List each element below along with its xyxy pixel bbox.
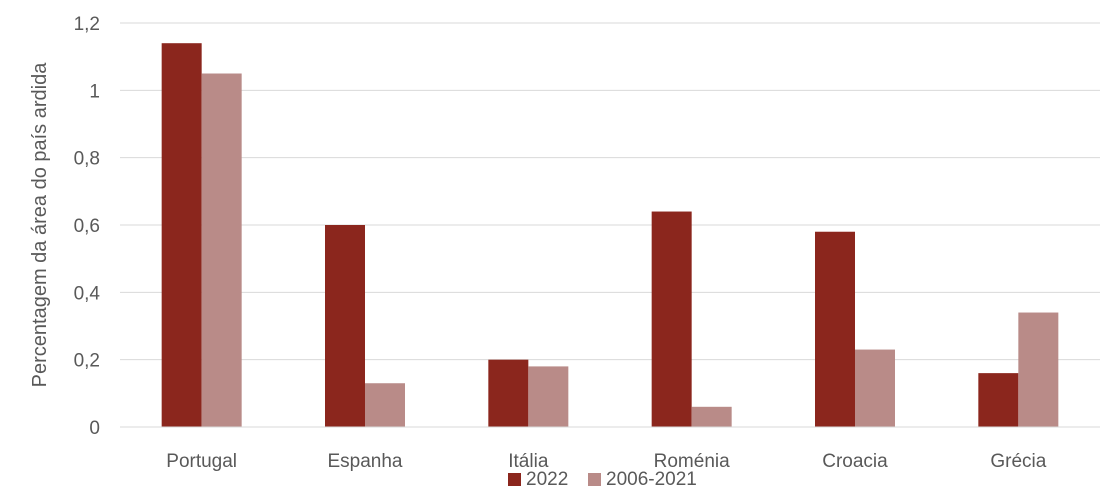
legend-swatch xyxy=(588,473,601,486)
x-axis-ticks: Portugal Espanha Itália Roménia Croacia Gréci… xyxy=(166,451,1046,472)
bars xyxy=(161,43,1059,427)
x-tick-label: Itália xyxy=(508,451,549,472)
bar-portugal-2006-2021 xyxy=(201,73,242,427)
bar-espanha-2006-2021 xyxy=(365,383,405,427)
bar-roménia-2022 xyxy=(651,211,692,427)
bar-grécia-2006-2021 xyxy=(1018,312,1059,427)
bar-grécia-2022 xyxy=(978,373,1019,427)
bar-roménia-2006-2021 xyxy=(691,406,732,427)
y-tick-label: 0 xyxy=(89,418,100,439)
x-tick-label: Grécia xyxy=(990,451,1046,472)
y-tick-label: 1,2 xyxy=(74,14,100,35)
bar-croacia-2006-2021 xyxy=(855,349,895,427)
bar-croacia-2022 xyxy=(815,231,855,427)
y-tick-label: 0,8 xyxy=(74,149,100,170)
bar-espanha-2022 xyxy=(325,225,365,427)
x-tick-label: Espanha xyxy=(327,451,402,472)
bar-itália-2006-2021 xyxy=(528,366,569,427)
x-tick-label: Croacia xyxy=(822,451,888,472)
y-axis-ticks: 0 0,2 0,4 0,6 0,8 1 1,2 xyxy=(74,14,101,439)
bar-itália-2022 xyxy=(488,359,529,427)
y-tick-label: 0,6 xyxy=(74,216,100,237)
gridlines xyxy=(120,22,1100,361)
y-axis-title: Percentagem da área do país ardida xyxy=(29,62,51,388)
legend: 2022 2006-2021 xyxy=(508,469,697,490)
bar-portugal-2022 xyxy=(161,43,202,427)
legend-swatch xyxy=(508,473,521,486)
legend-label: 2022 xyxy=(526,469,568,490)
y-tick-label: 0,4 xyxy=(74,283,101,304)
x-tick-label: Roménia xyxy=(654,451,730,472)
x-tick-label: Portugal xyxy=(166,451,237,472)
y-tick-label: 1 xyxy=(89,81,100,102)
y-tick-label: 0,2 xyxy=(74,351,100,372)
legend-label: 2006-2021 xyxy=(606,469,697,490)
